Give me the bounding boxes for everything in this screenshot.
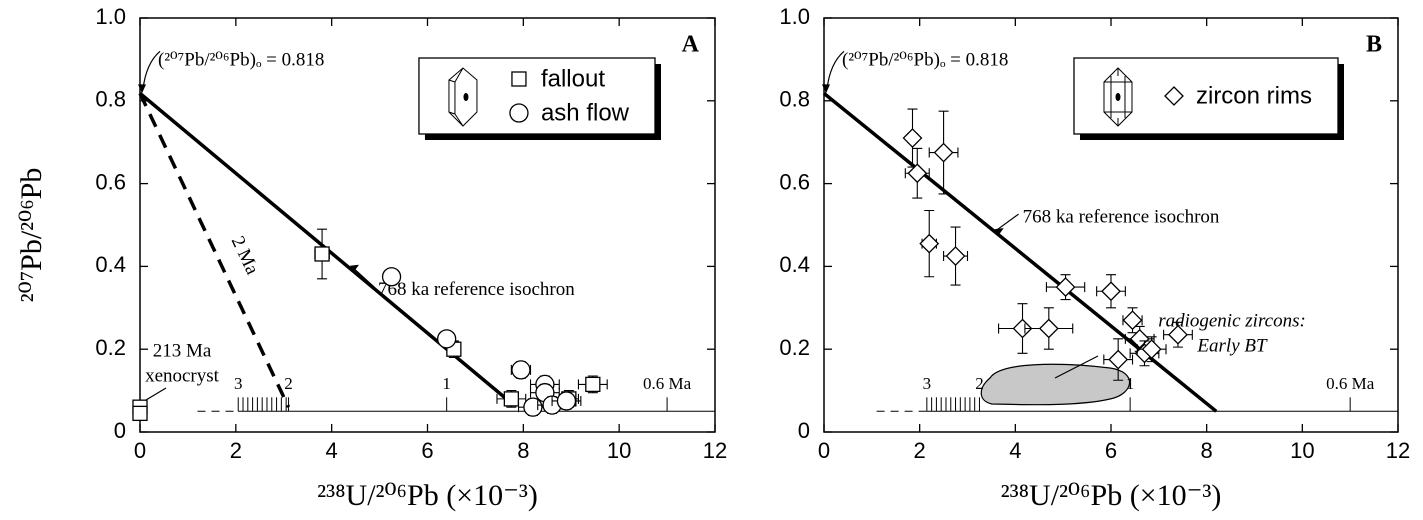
y-tick-label: 0.8 [95, 87, 126, 112]
marker [132, 405, 148, 422]
radiogenic-field [980, 363, 1131, 406]
x-tick-label: 8 [517, 438, 529, 463]
x-tick-label: 0 [134, 438, 146, 463]
y-tick-label: 0.4 [779, 252, 810, 277]
concordia-label: 0.6 Ma [1326, 374, 1375, 393]
legend-marker [511, 71, 527, 87]
intercept-label: (²⁰⁷Pb/²⁰⁶Pb)ₒ = 0.818 [158, 50, 324, 71]
marker [437, 329, 457, 349]
annotation: radiogenic zircons: [1158, 310, 1306, 331]
leader-line [1054, 355, 1099, 379]
concordia-label: 2 [975, 374, 984, 393]
marker [1141, 339, 1162, 360]
x-tick-label: 6 [1105, 438, 1117, 463]
x-tick-label: 4 [326, 438, 338, 463]
marker [907, 163, 928, 184]
line-label: 768 ka reference isochron [1023, 206, 1220, 227]
marker [945, 246, 966, 266]
y-tick-label: 1.0 [95, 4, 126, 29]
marker [902, 128, 923, 148]
crystal-icon [1103, 67, 1133, 127]
crystal-icon [448, 67, 478, 127]
y-tick-label: 0 [114, 418, 126, 443]
y-tick-label: 0.4 [95, 252, 126, 277]
leader-line [145, 387, 167, 401]
marker [1038, 318, 1059, 339]
marker [1168, 324, 1188, 345]
x-tick-label: 0 [818, 438, 830, 463]
y-tick-label: 0.8 [779, 87, 810, 112]
model-line-dashed [138, 92, 291, 408]
marker [1055, 277, 1076, 298]
y-tick-label: 0 [798, 418, 810, 443]
annotation: 213 Ma [153, 340, 212, 361]
concordia-label: 2 [284, 374, 293, 393]
arrow-head [994, 228, 1004, 236]
y-tick-label: 0.6 [779, 169, 810, 194]
crystal-core [1115, 93, 1121, 101]
y-axis-label: ²⁰⁷Pb/²⁰⁶Pb [15, 168, 48, 303]
x-tick-label: 8 [1201, 438, 1213, 463]
marker [933, 142, 954, 163]
x-tick-label: 2 [230, 438, 242, 463]
panel-label: B [1366, 32, 1382, 58]
intercept-label: (²⁰⁷Pb/²⁰⁶Pb)ₒ = 0.818 [842, 50, 1008, 71]
marker [511, 360, 531, 380]
arrow-head [822, 84, 830, 94]
line-label: 768 ka reference isochron [378, 279, 575, 300]
x-tick-label: 10 [607, 438, 631, 463]
x-tick-label: 10 [1290, 438, 1314, 463]
panel-label: A [682, 32, 700, 58]
marker [523, 397, 543, 417]
legend-marker [509, 103, 529, 123]
arrow-head [138, 84, 146, 94]
legend-label: zircon rims [1196, 82, 1312, 109]
marker [585, 376, 601, 393]
x-axis-label: ²³⁸U/²⁰⁶Pb (×10⁻³) [1001, 479, 1222, 512]
y-tick-label: 1.0 [779, 4, 810, 29]
x-tick-label: 4 [1009, 438, 1021, 463]
legend-label: ash flow [541, 99, 630, 126]
marker [1108, 349, 1129, 370]
x-tick-label: 12 [703, 438, 727, 463]
label-arrow [996, 213, 1020, 231]
isochron-line [822, 91, 1218, 413]
arrow-head [349, 264, 359, 272]
marker [314, 246, 330, 262]
concordia-label: 3 [234, 374, 243, 393]
concordia-label: 1 [1126, 374, 1135, 393]
legend: zircon rims [1073, 57, 1344, 140]
y-tick-label: 0.2 [95, 335, 126, 360]
concordia-label: 0.6 Ma [643, 374, 692, 393]
legend-label: fallout [541, 65, 605, 92]
x-tick-label: 12 [1386, 438, 1410, 463]
marker [1101, 281, 1121, 302]
marker [1122, 310, 1143, 331]
concordia-label: 1 [442, 374, 451, 393]
label-arrow [351, 266, 375, 288]
annotation: xenocryst [145, 365, 220, 386]
marker [919, 233, 940, 254]
concordia-label: 3 [923, 374, 932, 393]
crystal-core [463, 93, 469, 101]
annotation: Early BT [1196, 335, 1268, 356]
legend: fallout ash flow [418, 57, 661, 140]
x-tick-label: 2 [914, 438, 926, 463]
x-tick-label: 6 [421, 438, 433, 463]
marker [381, 267, 402, 287]
marker [556, 391, 577, 411]
line-label: 2 Ma [227, 233, 263, 278]
x-axis-label: ²³⁸U/²⁰⁶Pb (×10⁻³) [317, 479, 538, 512]
marker [1012, 318, 1033, 339]
y-tick-label: 0.2 [779, 335, 810, 360]
marker [503, 391, 520, 407]
legend-marker [1164, 86, 1184, 106]
y-tick-label: 0.6 [95, 169, 126, 194]
